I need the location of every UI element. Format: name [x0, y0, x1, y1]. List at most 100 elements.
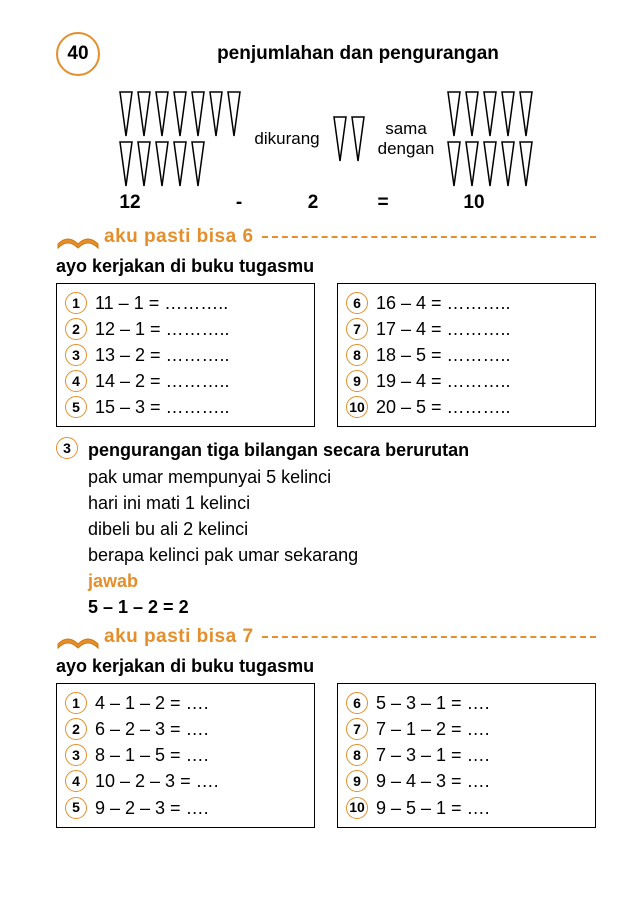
problem-number: 7: [346, 318, 368, 340]
cone-icon: [154, 90, 170, 138]
problem-number: 3: [65, 744, 87, 766]
problem-row: 1 4 – 1 – 2 = ….: [65, 690, 304, 716]
story-line: dibeli bu ali 2 kelinci: [88, 516, 596, 542]
problem-number: 1: [65, 692, 87, 714]
problem-text: 7 – 3 – 1 = ….: [376, 742, 490, 768]
section-3-heading: pengurangan tiga bilangan secara berurut…: [88, 437, 596, 463]
problem-text: 13 – 2 = ………..: [95, 342, 230, 368]
story-line: pak umar mempunyai 5 kelinci: [88, 464, 596, 490]
problem-row: 65 – 3 – 1 = ….: [346, 690, 585, 716]
problem-row: 9 19 – 4 = ………..: [346, 368, 585, 394]
page-number: 40: [67, 43, 88, 65]
problem-text: 9 – 5 – 1 = ….: [376, 795, 490, 821]
problem-box-2-right: 65 – 3 – 1 = ….7 7 – 1 – 2 = …. 8 7 – 3 – 1…: [337, 683, 596, 827]
problem-text: 10 – 2 – 3 = ….: [95, 768, 219, 794]
cone-icon: [500, 90, 516, 138]
cone-icon: [226, 90, 242, 138]
cone-icon: [446, 140, 462, 188]
problem-text: 16 – 4 = ………..: [376, 290, 511, 316]
problem-text: 11 – 1 = ………..: [95, 290, 228, 316]
header-row: 40 penjumlahan dan pengurangan: [56, 32, 596, 76]
problem-row: 59 – 2 – 3 = ….: [65, 795, 304, 821]
problem-text: 6 – 2 – 3 = ….: [95, 716, 209, 742]
problem-set-2: 14 – 1 – 2 = ….26 – 2 – 3 = ….38 – 1 – 5…: [56, 683, 596, 827]
cone-icon: [136, 90, 152, 138]
cone-icon: [464, 90, 480, 138]
cone-icon: [446, 90, 462, 138]
problem-row: 5 15 – 3 = ………..: [65, 394, 304, 420]
problem-row: 6 16 – 4 = ………..: [346, 290, 585, 316]
cone-icon: [118, 90, 134, 138]
problem-text: 18 – 5 = ………..: [376, 342, 511, 368]
banner-text: aku pasti bisa 7: [104, 626, 254, 648]
problem-number: 5: [65, 396, 87, 418]
banner-dashes: [262, 636, 596, 638]
problem-row: 4 10 – 2 – 3 = ….: [65, 768, 304, 794]
problem-number: 8: [346, 744, 368, 766]
problem-row: 109 – 5 – 1 = ….: [346, 795, 585, 821]
eq-equals: =: [352, 192, 414, 214]
cone-icon: [518, 90, 534, 138]
problem-row: 111 – 1 = ………..: [65, 290, 304, 316]
problem-text: 15 – 3 = ………..: [95, 394, 230, 420]
cone-icon: [464, 140, 480, 188]
book-icon: [56, 222, 100, 252]
problem-number: 4: [65, 370, 87, 392]
problem-text: 7 – 1 – 2 = ….: [376, 716, 490, 742]
book-icon: [56, 622, 100, 652]
eq-left: 12: [56, 192, 204, 214]
problem-text: 17 – 4 = ………..: [376, 316, 511, 342]
problem-number: 3: [65, 344, 87, 366]
problem-number: 8: [346, 344, 368, 366]
problem-box-1-right: 6 16 – 4 = ……….. 7 17 – 4 = ……….. 8 18 – 5 = …: [337, 283, 596, 427]
problem-text: 19 – 4 = ………..: [376, 368, 511, 394]
problem-text: 4 – 1 – 2 = ….: [95, 690, 209, 716]
instruction-2: ayo kerjakan di buku tugasmu: [56, 656, 596, 677]
problem-box-1-left: 111 – 1 = ………..212 – 1 = ………..3 13 – 2 = …: [56, 283, 315, 427]
problem-number: 9: [346, 370, 368, 392]
problem-number: 2: [65, 718, 87, 740]
equation-row: 12 - 2 = 10: [56, 192, 596, 214]
problem-row: 7 17 – 4 = ………..: [346, 316, 585, 342]
cone-icon: [332, 115, 348, 163]
cones-left-group: [118, 90, 242, 188]
label-dikurang: dikurang: [252, 129, 322, 149]
problem-number: 9: [346, 770, 368, 792]
page-number-badge: 40: [56, 32, 100, 76]
problem-row: 8 7 – 3 – 1 = ….: [346, 742, 585, 768]
banner-aku-pasti-bisa-6: aku pasti bisa 6: [56, 222, 596, 252]
cone-icon: [208, 90, 224, 138]
eq-mid: 2: [274, 192, 352, 214]
cone-icon: [118, 140, 134, 188]
problem-number: 6: [346, 292, 368, 314]
cone-icon: [172, 140, 188, 188]
cone-icon: [136, 140, 152, 188]
problem-number: 4: [65, 770, 87, 792]
section-3-number: 3: [56, 437, 78, 459]
cone-icon: [154, 140, 170, 188]
banner-dashes: [262, 236, 596, 238]
eq-right: 10: [414, 192, 534, 214]
problem-number: 7: [346, 718, 368, 740]
problem-row: 9 9 – 4 – 3 = ….: [346, 768, 585, 794]
page: 40 penjumlahan dan pengurangan dikurang …: [0, 0, 638, 907]
problem-row: 7 7 – 1 – 2 = ….: [346, 716, 585, 742]
problem-row: 3 13 – 2 = ………..: [65, 342, 304, 368]
jawab-label: jawab: [88, 568, 596, 594]
problem-set-1: 111 – 1 = ………..212 – 1 = ………..3 13 – 2 = …: [56, 283, 596, 427]
problem-row: 2 6 – 2 – 3 = ….: [65, 716, 304, 742]
problem-text: 12 – 1 = ………..: [95, 316, 230, 342]
cone-icon: [350, 115, 366, 163]
problem-row: 8 18 – 5 = ………..: [346, 342, 585, 368]
story-line: hari ini mati 1 kelinci: [88, 490, 596, 516]
section-3-answer: 5 – 1 – 2 = 2: [88, 594, 596, 620]
problem-row: 10 20 – 5 = ………..: [346, 394, 585, 420]
problem-number: 10: [346, 396, 368, 418]
problem-text: 9 – 2 – 3 = ….: [95, 795, 209, 821]
problem-text: 9 – 4 – 3 = ….: [376, 768, 490, 794]
cone-icon: [190, 140, 206, 188]
section-3: 3 pengurangan tiga bilangan secara berur…: [56, 437, 596, 620]
problem-row: 212 – 1 = ………..: [65, 316, 304, 342]
problem-text: 20 – 5 = ………..: [376, 394, 511, 420]
problem-number: 6: [346, 692, 368, 714]
